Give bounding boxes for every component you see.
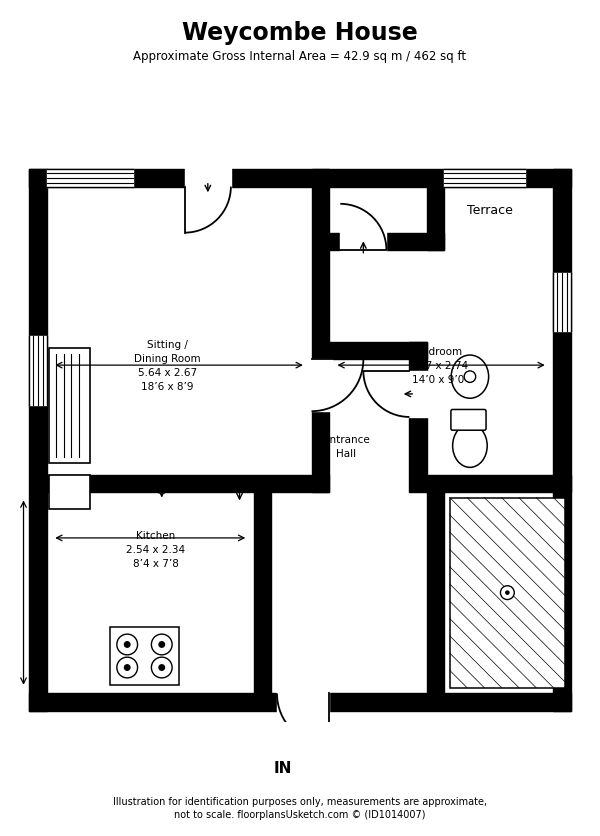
Bar — [29, 170, 47, 711]
Ellipse shape — [451, 355, 488, 399]
Bar — [185, 167, 231, 191]
Bar — [49, 349, 90, 463]
Text: Sitting /
Dining Room
5.64 x 2.67
18’6 x 8’9: Sitting / Dining Room 5.64 x 2.67 18’6 x… — [134, 339, 201, 391]
Bar — [29, 337, 47, 406]
Text: Kitchen
2.54 x 2.34
8’4 x 7’8: Kitchen 2.54 x 2.34 8’4 x 7’8 — [127, 531, 185, 568]
Circle shape — [464, 371, 476, 383]
Bar — [311, 170, 571, 187]
Text: Entrance
Hall: Entrance Hall — [323, 434, 370, 458]
Bar — [277, 691, 329, 714]
Circle shape — [151, 635, 172, 655]
Bar — [49, 475, 90, 509]
Circle shape — [124, 665, 131, 671]
Bar — [553, 170, 571, 711]
Bar — [427, 492, 444, 694]
FancyBboxPatch shape — [451, 410, 486, 431]
Text: IN: IN — [274, 760, 292, 775]
Bar — [254, 492, 271, 694]
Bar — [110, 628, 179, 685]
Text: Bedroom
4.27 x 2.74
14’0 x 9’0: Bedroom 4.27 x 2.74 14’0 x 9’0 — [409, 347, 468, 385]
Text: Weycombe House: Weycombe House — [182, 22, 418, 45]
Circle shape — [158, 641, 165, 648]
Bar — [407, 371, 430, 417]
Bar — [450, 498, 565, 688]
Circle shape — [124, 641, 131, 648]
Circle shape — [151, 657, 172, 678]
Bar — [553, 273, 571, 331]
Bar — [329, 233, 444, 251]
Bar — [308, 360, 332, 411]
Bar — [29, 694, 571, 711]
Bar — [340, 231, 386, 253]
Bar — [29, 170, 329, 187]
Bar — [47, 475, 329, 492]
Bar — [329, 343, 427, 360]
Text: Illustration for identification purposes only, measurements are approximate,: Illustration for identification purposes… — [113, 796, 487, 806]
Bar — [427, 187, 444, 251]
Bar — [427, 475, 571, 492]
Bar — [409, 343, 427, 492]
Circle shape — [158, 665, 165, 671]
Text: not to scale. floorplansUsketch.com © (ID1014007): not to scale. floorplansUsketch.com © (I… — [174, 809, 426, 819]
Bar — [311, 187, 329, 492]
Text: Terrace: Terrace — [467, 204, 513, 217]
Ellipse shape — [452, 425, 487, 468]
Bar — [444, 170, 524, 187]
Circle shape — [117, 635, 137, 655]
Circle shape — [117, 657, 137, 678]
Text: Approximate Gross Internal Area = 42.9 sq m / 462 sq ft: Approximate Gross Internal Area = 42.9 s… — [133, 49, 467, 63]
Circle shape — [500, 586, 514, 600]
Bar — [47, 170, 133, 187]
Circle shape — [505, 590, 509, 595]
